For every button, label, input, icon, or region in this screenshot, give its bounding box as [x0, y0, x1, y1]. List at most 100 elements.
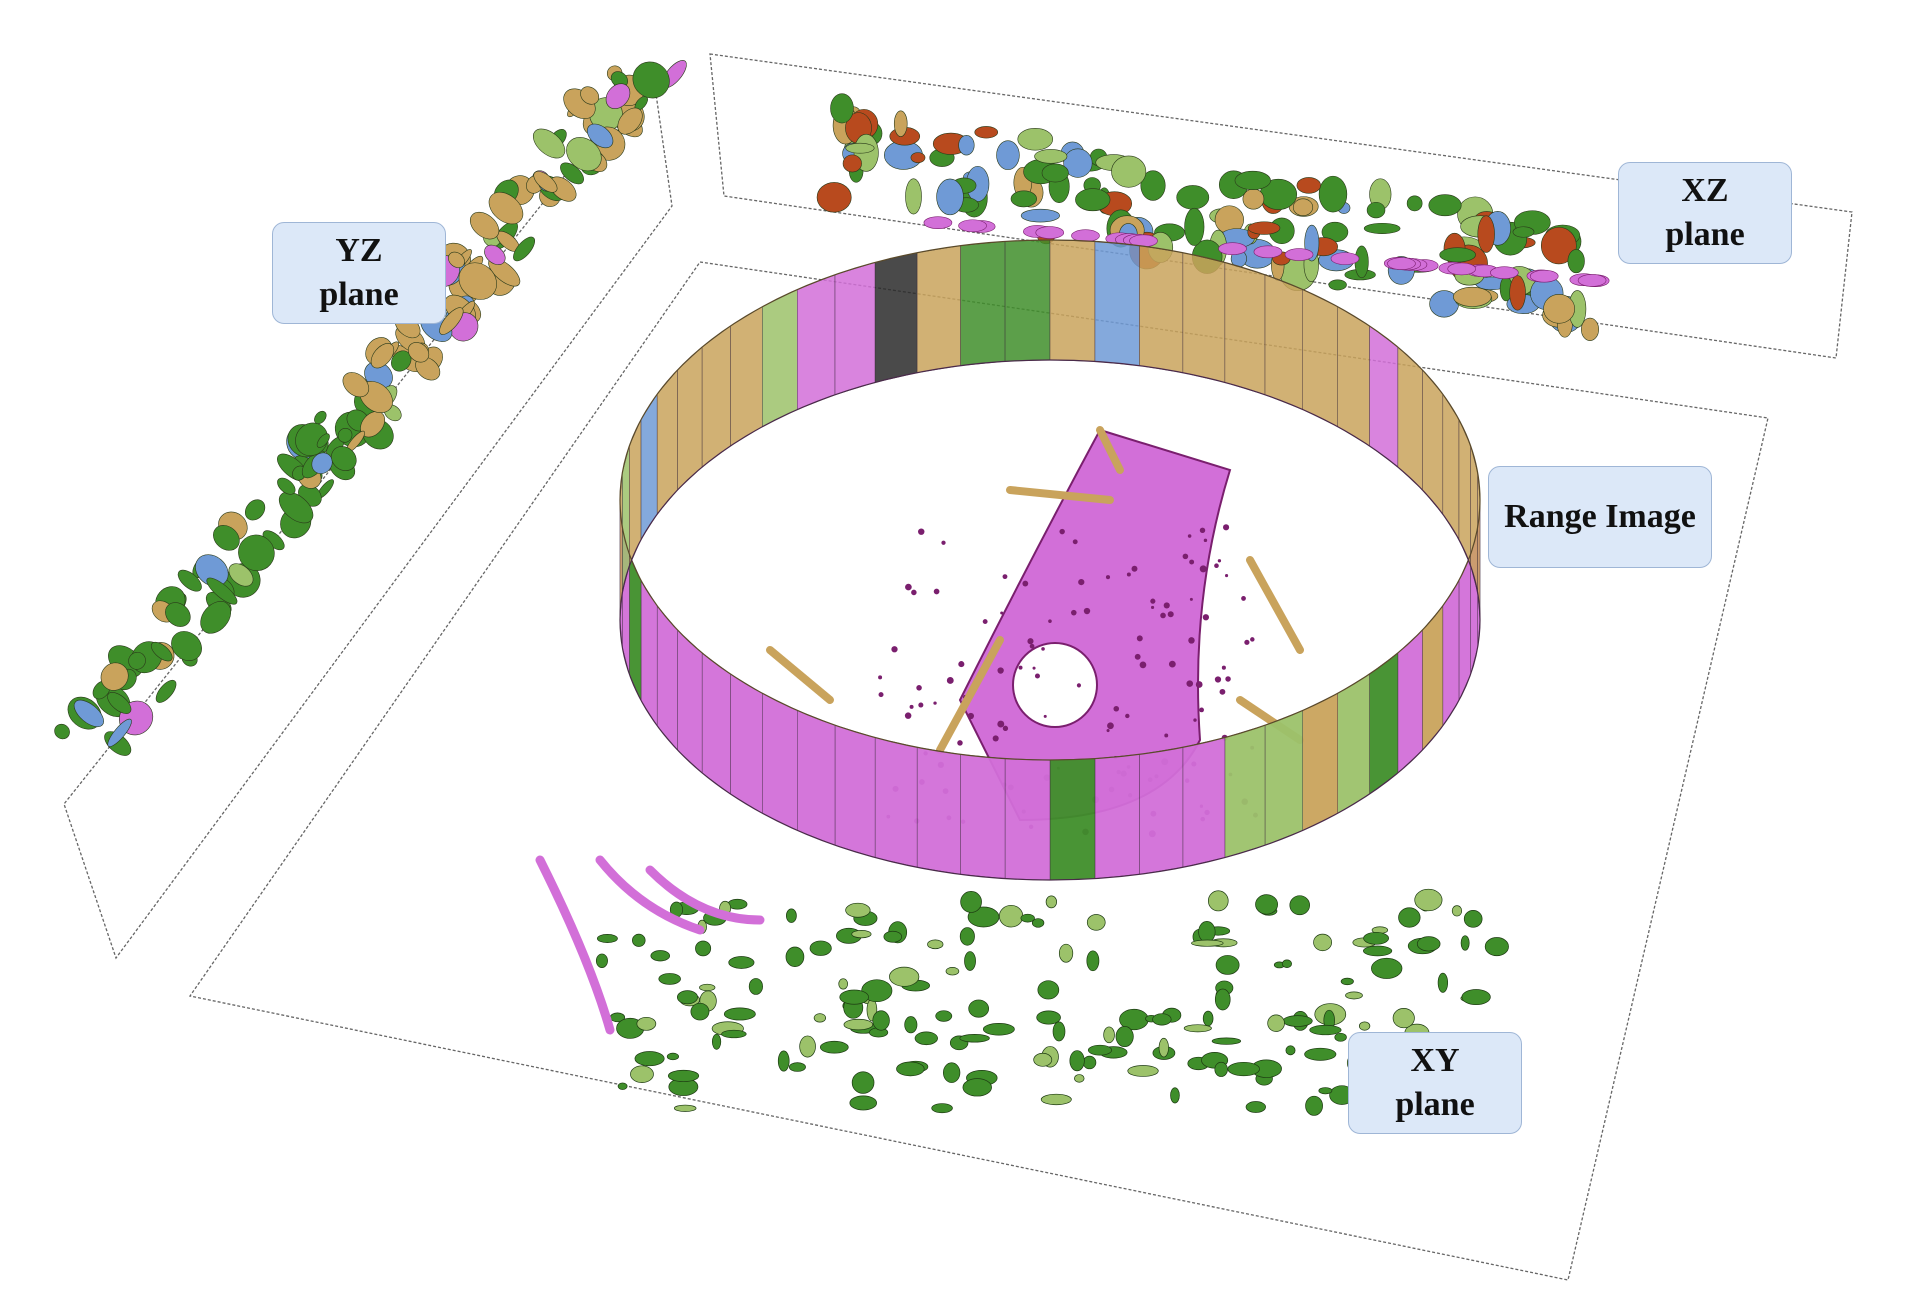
- road-point: [1160, 612, 1166, 619]
- road-point: [946, 677, 954, 684]
- xz-point-blob: [842, 154, 862, 173]
- xz-point-blob: [1296, 177, 1321, 194]
- yz-point-blob: [488, 191, 524, 225]
- road-point: [911, 589, 917, 596]
- xz-road-blob: [1529, 269, 1559, 283]
- xz-road-blob: [1035, 226, 1065, 239]
- yz-point-blob: [128, 651, 146, 670]
- ring-segment: [1302, 692, 1338, 831]
- road-point: [918, 528, 925, 535]
- vegetation-point: [982, 1023, 1015, 1036]
- road-point: [1022, 580, 1029, 587]
- xz-point-blob: [910, 152, 926, 164]
- xz-point-blob: [1292, 198, 1314, 217]
- building-edge: [1246, 556, 1304, 654]
- xz-point-blob: [1075, 188, 1111, 212]
- vegetation-point: [1215, 955, 1240, 975]
- vegetation-point: [786, 908, 797, 923]
- vegetation-point: [1058, 943, 1074, 963]
- road-point: [1219, 688, 1226, 695]
- xz-point-blob: [1247, 221, 1281, 235]
- road-point: [1107, 722, 1114, 730]
- road-point: [1187, 534, 1192, 538]
- road-point: [918, 702, 924, 708]
- road-point: [1126, 572, 1131, 577]
- road-point: [1193, 718, 1197, 722]
- yz-point-blob: [206, 577, 238, 605]
- road-point: [1199, 527, 1206, 534]
- xz-point-blob: [1363, 222, 1401, 234]
- vegetation-point: [595, 953, 608, 968]
- xz-road-blob: [923, 216, 953, 229]
- vegetation-point: [1127, 1065, 1159, 1077]
- xz-point-blob: [1512, 226, 1535, 238]
- ring-segment: [1369, 325, 1399, 468]
- yz-point-blob: [238, 534, 275, 571]
- vegetation-point: [1285, 1045, 1296, 1056]
- xz-point-blob: [1020, 208, 1060, 223]
- vegetation-point: [809, 940, 832, 956]
- vegetation-point: [849, 1095, 878, 1111]
- ring-segment: [797, 274, 836, 410]
- vegetation-point: [1152, 1013, 1172, 1026]
- vegetation-point: [813, 1013, 827, 1023]
- yz-point-blob: [605, 83, 631, 110]
- ring-segment: [1049, 758, 1096, 881]
- ring-segment: [874, 252, 918, 383]
- ring-segment: [1182, 252, 1226, 383]
- vegetation-point: [1461, 989, 1491, 1006]
- yz-point-blob: [370, 343, 395, 369]
- yz-plane: [54, 60, 687, 960]
- yz-plane-label: YZ plane: [272, 222, 446, 324]
- yz-point-blob: [311, 452, 333, 474]
- ring-segment: [1004, 239, 1051, 362]
- road-point: [1043, 714, 1047, 718]
- road-point: [1134, 653, 1141, 660]
- yz-point-blob: [277, 477, 296, 495]
- yz-plane-frame: [63, 64, 673, 960]
- vegetation-point: [1255, 894, 1278, 915]
- road-point: [1076, 683, 1082, 688]
- vegetation-point: [711, 1033, 722, 1050]
- yz-point-blob: [513, 236, 535, 262]
- ring-segment: [874, 737, 918, 868]
- xz-point-blob: [1509, 275, 1526, 311]
- vegetation-point: [1416, 936, 1441, 952]
- vegetation-point: [960, 891, 982, 913]
- xz-point-blob: [974, 126, 999, 139]
- road-point: [1167, 611, 1174, 618]
- vegetation-point: [1069, 1050, 1085, 1072]
- road-point: [933, 701, 937, 705]
- curb-line: [595, 855, 705, 935]
- xz-point-blob: [1477, 215, 1495, 253]
- road-point: [997, 720, 1005, 728]
- vegetation-point: [634, 1051, 665, 1067]
- ring-segment: [1004, 758, 1051, 881]
- vegetation-point: [1158, 1037, 1169, 1058]
- vegetation-point: [1345, 991, 1363, 1000]
- vegetation-point: [690, 1002, 710, 1021]
- road-point: [1139, 661, 1147, 669]
- ring-segment: [1139, 245, 1184, 373]
- road-point: [1002, 574, 1008, 580]
- ring-segment: [1182, 737, 1226, 868]
- xz-road-blob: [1330, 252, 1360, 265]
- road-point: [909, 704, 914, 709]
- vegetation-point: [851, 1071, 875, 1094]
- road-point: [982, 619, 988, 625]
- xz-point-blob: [830, 93, 854, 124]
- vegetation-point: [799, 1035, 816, 1058]
- vegetation-point: [1115, 1026, 1134, 1048]
- yz-point-blob: [439, 307, 464, 335]
- vegetation-point: [1304, 1047, 1337, 1061]
- ring-segment: [797, 710, 836, 846]
- yz-point-blob: [165, 602, 191, 627]
- vegetation-point: [1309, 1024, 1342, 1036]
- xz-point-blob: [1017, 128, 1054, 151]
- vegetation-point: [1086, 914, 1106, 931]
- ring-segment: [677, 629, 703, 774]
- vegetation-point: [1191, 939, 1224, 947]
- xz-point-blob: [845, 142, 875, 154]
- yz-projection-strip: [54, 60, 687, 756]
- vegetation-point: [1363, 945, 1393, 957]
